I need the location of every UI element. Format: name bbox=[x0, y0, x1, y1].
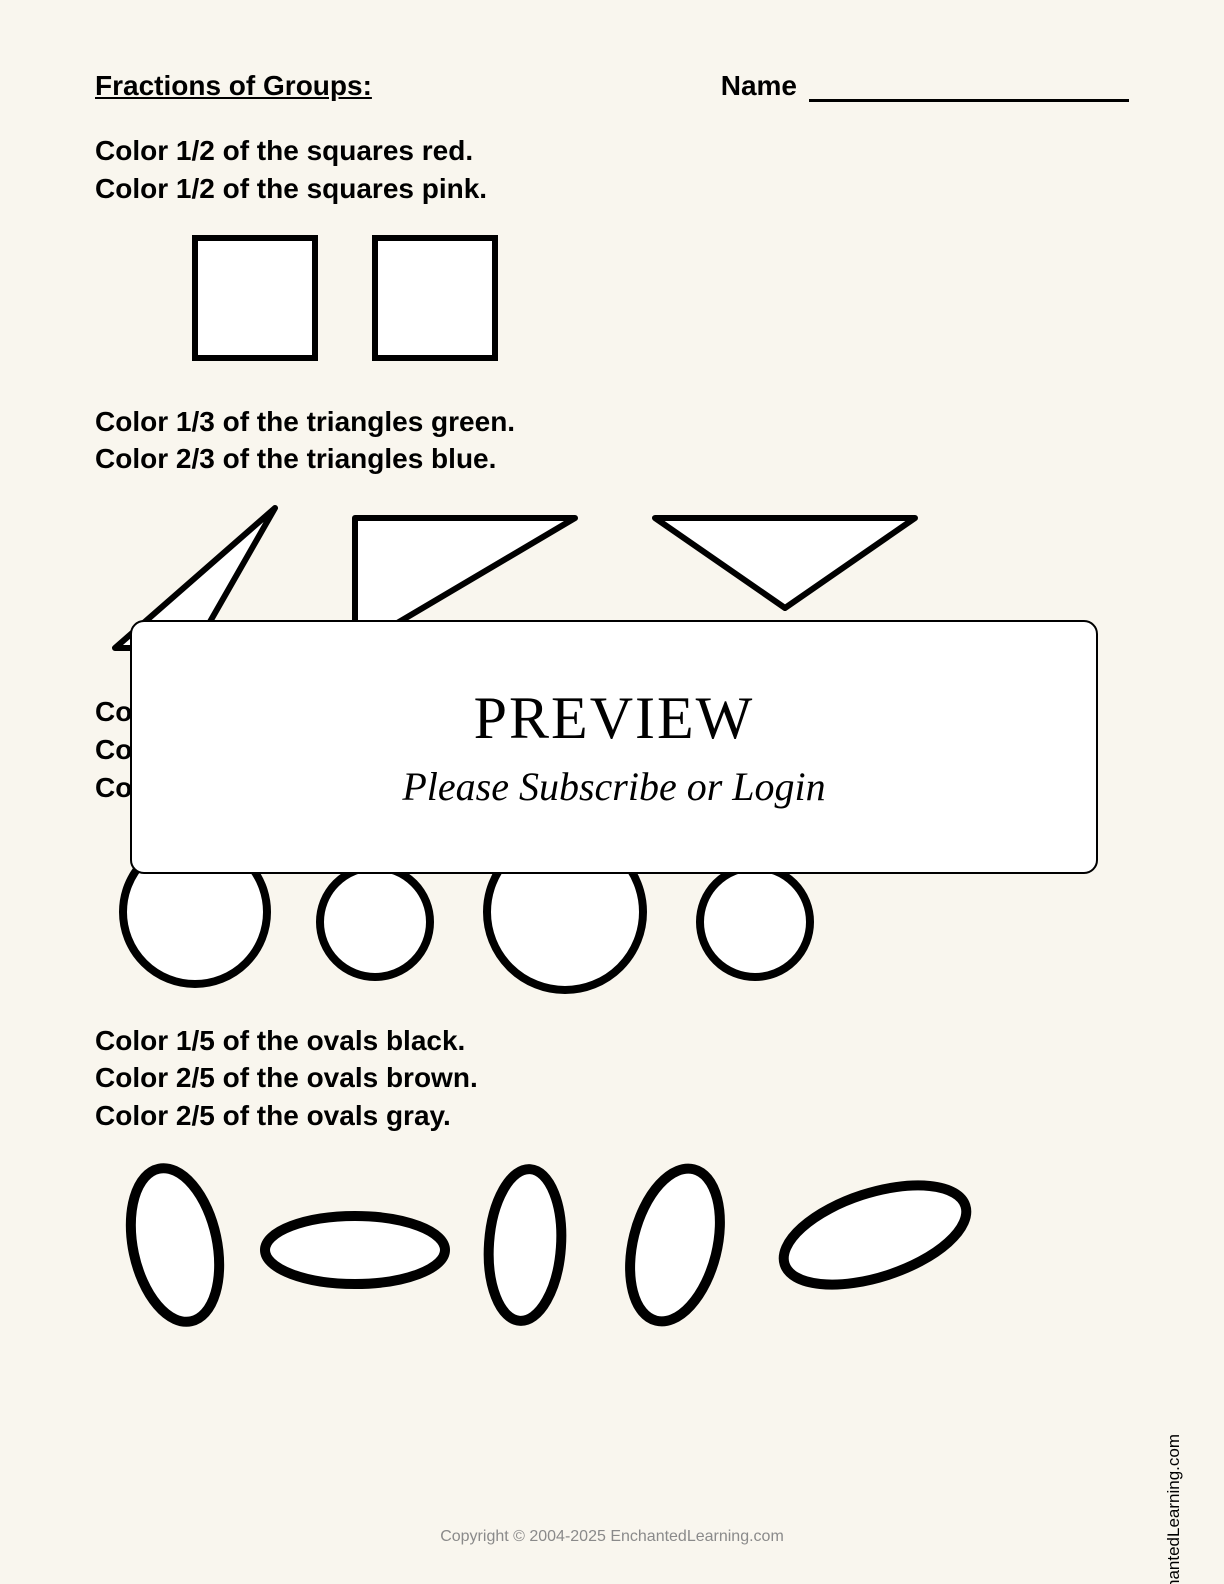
square-group bbox=[95, 228, 695, 378]
worksheet-title: Fractions of Groups: bbox=[95, 70, 372, 102]
name-blank-line bbox=[809, 75, 1129, 102]
ellipse-group bbox=[95, 1155, 1095, 1335]
instruction-text: Color 1/5 of the ovals black. bbox=[95, 1022, 1129, 1060]
ellipse-shape bbox=[772, 1166, 979, 1305]
name-field: Name bbox=[721, 70, 1129, 102]
side-credit: ©EnchantedLearning.com bbox=[1164, 1434, 1184, 1584]
ellipse-shape bbox=[265, 1216, 445, 1284]
section-square: Color 1/2 of the squares red.Color 1/2 o… bbox=[95, 132, 1129, 378]
instruction-text: Color 2/5 of the ovals gray. bbox=[95, 1097, 1129, 1135]
name-label: Name bbox=[721, 70, 797, 102]
circle-shape bbox=[320, 867, 430, 977]
footer-copyright: Copyright © 2004-2025 EnchantedLearning.… bbox=[0, 1528, 1224, 1546]
shapes-row bbox=[95, 1155, 1129, 1335]
square-shape bbox=[375, 238, 495, 358]
instruction-text: Color 2/5 of the ovals brown. bbox=[95, 1059, 1129, 1097]
instruction-text: Color 1/2 of the squares red. bbox=[95, 132, 1129, 170]
preview-overlay: PREVIEW Please Subscribe or Login bbox=[130, 620, 1098, 874]
preview-subtitle: Please Subscribe or Login bbox=[402, 763, 825, 810]
circle-shape bbox=[700, 867, 810, 977]
square-shape bbox=[195, 238, 315, 358]
section-ellipse: Color 1/5 of the ovals black.Color 2/5 o… bbox=[95, 1022, 1129, 1335]
instruction-text: Color 1/3 of the triangles green. bbox=[95, 403, 1129, 441]
preview-title: PREVIEW bbox=[474, 684, 755, 753]
instruction-text: Color 2/3 of the triangles blue. bbox=[95, 440, 1129, 478]
shapes-row bbox=[95, 228, 1129, 378]
header: Fractions of Groups: Name bbox=[95, 70, 1129, 102]
instruction-text: Color 1/2 of the squares pink. bbox=[95, 170, 1129, 208]
triangle-shape bbox=[655, 518, 915, 608]
ellipse-shape bbox=[615, 1159, 734, 1331]
ellipse-shape bbox=[118, 1160, 233, 1330]
ellipse-shape bbox=[484, 1167, 566, 1324]
